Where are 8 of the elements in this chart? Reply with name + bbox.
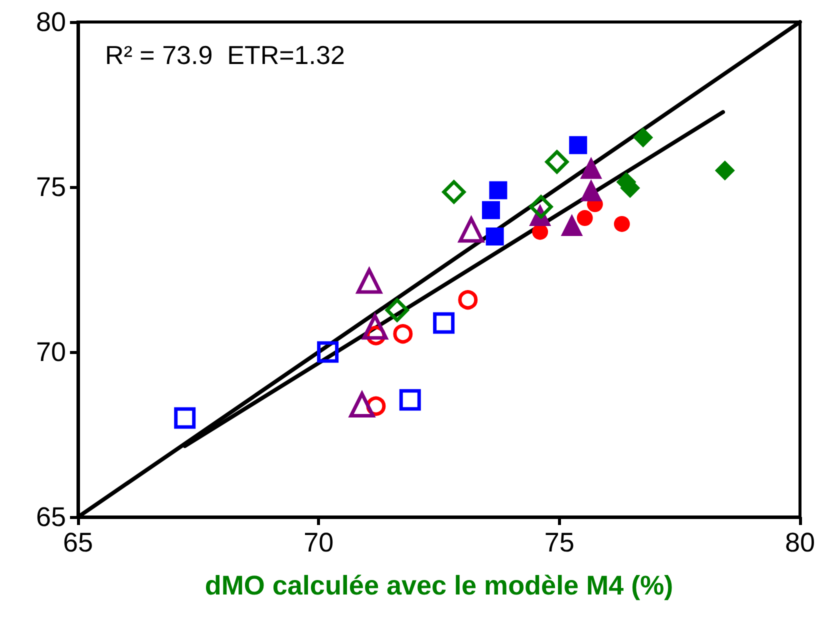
x-tick-label: 80 — [784, 528, 816, 558]
y-tick-label: 70 — [36, 337, 66, 367]
annotation: R² = 73.9 ETR=1.32 — [105, 40, 345, 70]
x-axis-title: dMO calculée avec le modèle M4 (%) — [204, 570, 674, 600]
x-tick-label: 75 — [544, 528, 574, 558]
y-tick-label: 80 — [36, 7, 66, 37]
y-tick-label: 75 — [36, 172, 66, 202]
x-tick-label: 70 — [304, 528, 334, 558]
